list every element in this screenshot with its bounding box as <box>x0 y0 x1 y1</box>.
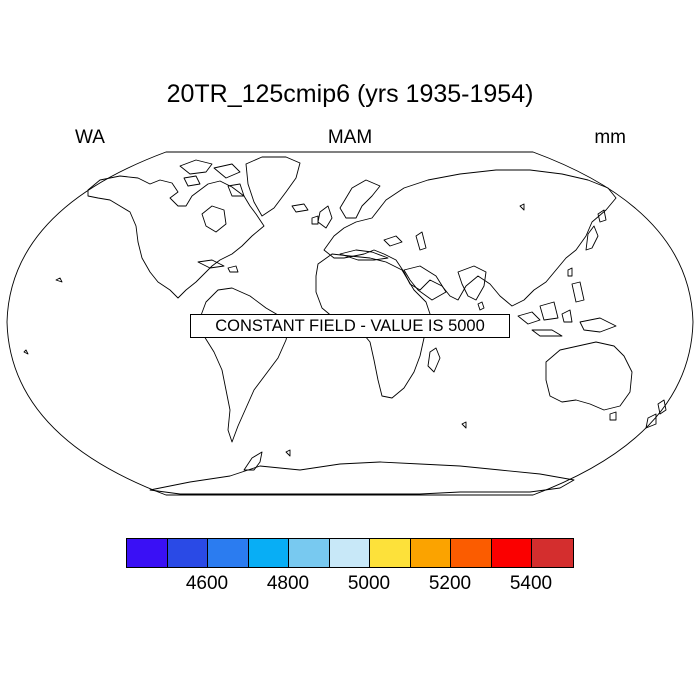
colorbar-tick-label: 4800 <box>266 573 310 594</box>
colorbar-swatch-3 <box>208 539 249 567</box>
colorbar-tick-label: 5200 <box>428 573 472 594</box>
colorbar-swatch-10 <box>491 539 532 567</box>
colorbar-tick-label: 4600 <box>185 573 229 594</box>
colorbar-swatch-9 <box>451 539 492 567</box>
colorbar-swatch-2 <box>167 539 208 567</box>
colorbar-swatch-8 <box>410 539 451 567</box>
season-label: MAM <box>327 127 373 148</box>
colorbar-swatch-5 <box>289 539 330 567</box>
region-label: WA <box>75 127 105 148</box>
coastlines <box>23 156 667 495</box>
colorbar-swatch-1 <box>127 539 168 567</box>
colorbar-swatch-7 <box>370 539 411 567</box>
colorbar-swatch-11 <box>532 539 573 567</box>
constant-field-message: CONSTANT FIELD - VALUE IS 5000 <box>190 314 510 338</box>
colorbar-swatch-4 <box>248 539 289 567</box>
map-boundary <box>6 151 694 496</box>
colorbar-swatch-6 <box>329 539 370 567</box>
colorbar-tick-label: 5000 <box>347 573 391 594</box>
colorbar <box>126 538 574 568</box>
colorbar-tick-label: 5400 <box>509 573 553 594</box>
units-label: mm <box>594 127 626 148</box>
map-title: 20TR_125cmip6 (yrs 1935-1954) <box>166 80 534 108</box>
